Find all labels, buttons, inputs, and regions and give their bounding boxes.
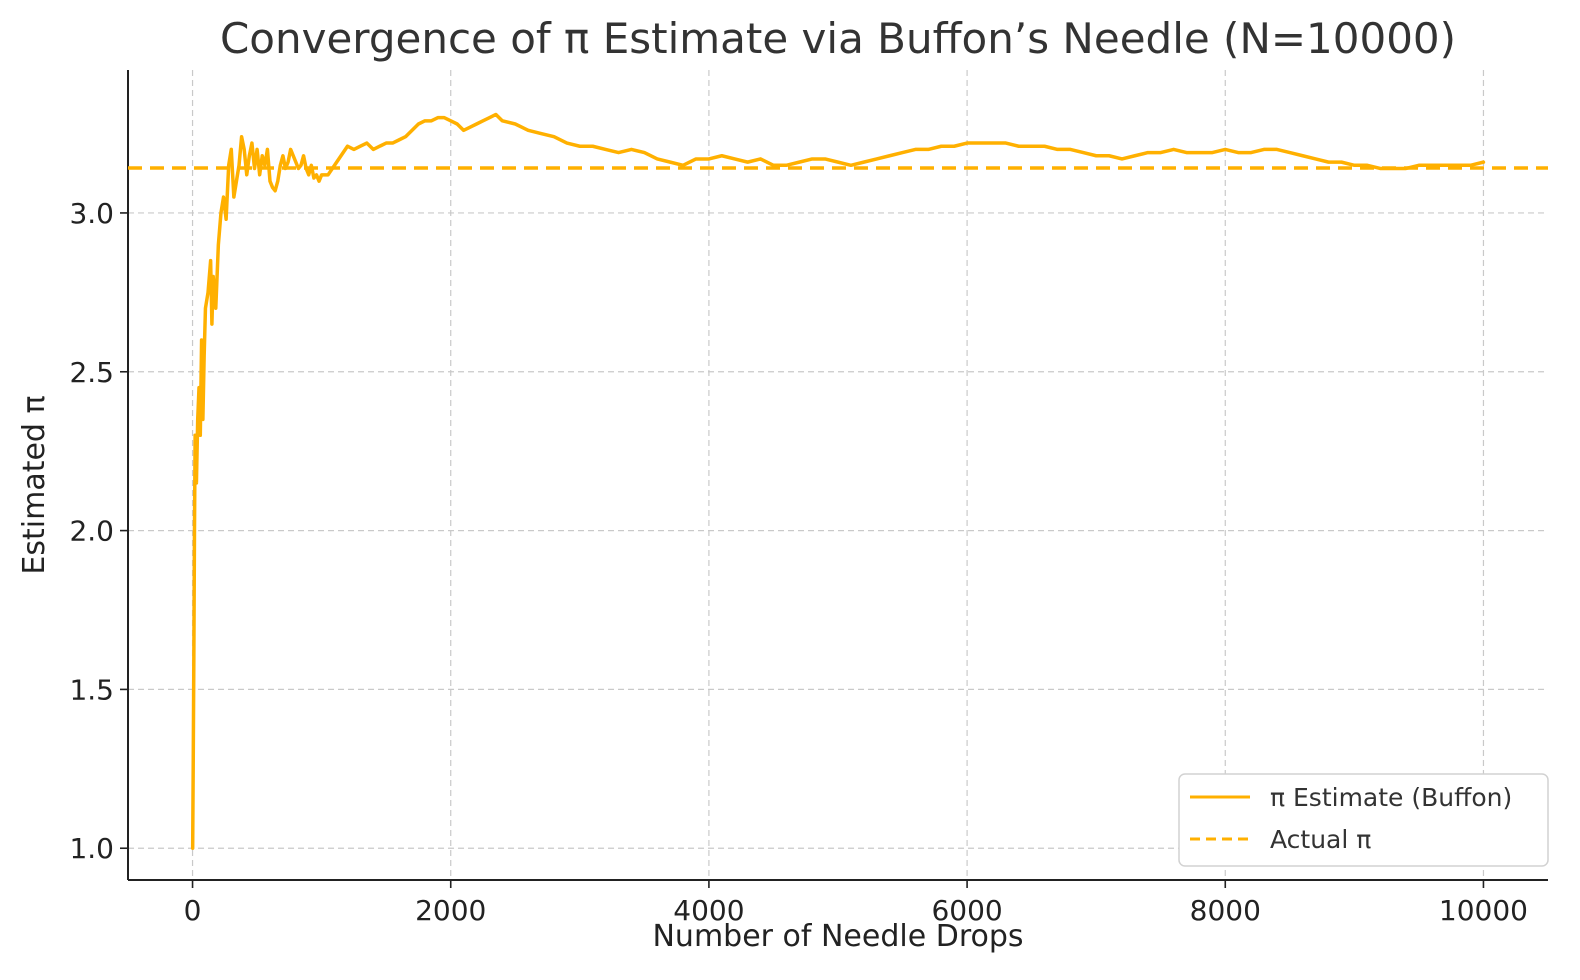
x-tick-label: 2000	[415, 894, 486, 927]
legend: π Estimate (Buffon) Actual π	[1178, 773, 1549, 867]
tick-layer: 0 2000 4000 6000 8000 10000 1.0 1.5 2.0 2.5 3.0	[69, 197, 1528, 927]
x-tick-label: 8000	[1190, 894, 1261, 927]
series-pi-estimate-line	[190, 112, 1486, 850]
y-tick-label: 2.5	[69, 356, 114, 389]
x-tick-label: 6000	[931, 894, 1002, 927]
legend-box	[1178, 773, 1549, 867]
y-tick-label: 2.0	[69, 515, 114, 548]
y-tick-label: 1.0	[69, 832, 114, 865]
y-axis-label: Estimated π	[17, 395, 52, 574]
grid-layer	[128, 70, 1548, 880]
x-axis-label: Number of Needle Drops	[652, 919, 1023, 954]
x-tick-label: 0	[184, 894, 202, 927]
chart-title: Convergence of π Estimate via Buffon’s N…	[220, 14, 1456, 63]
series-layer	[128, 112, 1548, 850]
x-tick-label: 4000	[673, 894, 744, 927]
legend-label-estimate: π Estimate (Buffon)	[1270, 783, 1512, 812]
y-tick-label: 3.0	[69, 197, 114, 230]
axes-layer	[127, 70, 1548, 881]
y-tick-label: 1.5	[69, 673, 114, 706]
legend-label-actual-pi: Actual π	[1270, 825, 1371, 854]
x-tick-label: 10000	[1439, 894, 1528, 927]
